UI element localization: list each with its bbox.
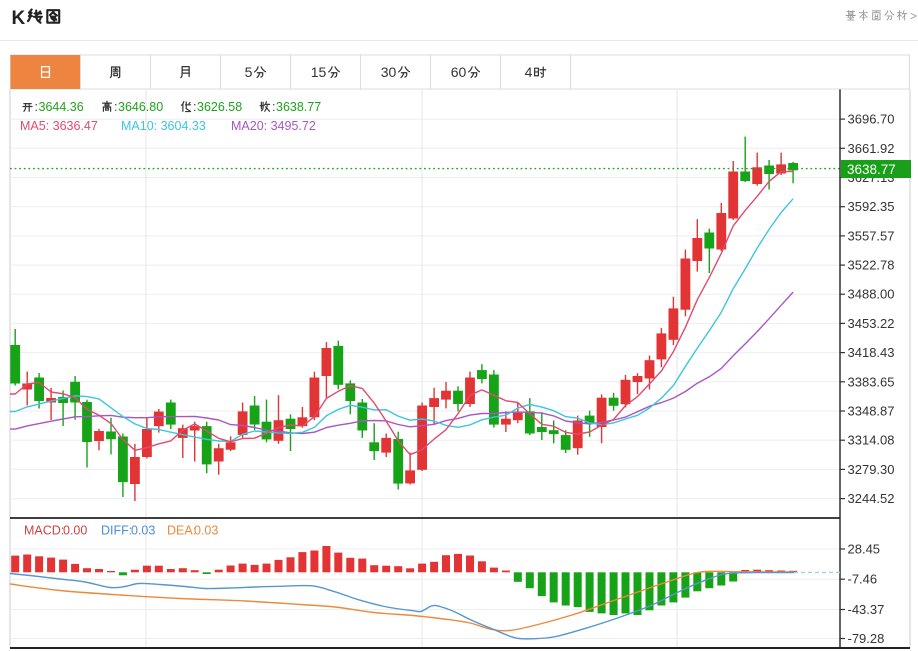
svg-text:0.00: 0.00 xyxy=(63,524,87,538)
svg-text:DIFF:: DIFF: xyxy=(101,524,132,538)
svg-text:3626.58: 3626.58 xyxy=(197,100,242,114)
svg-text:>: > xyxy=(910,9,917,23)
svg-text:3488.00: 3488.00 xyxy=(848,287,895,302)
svg-text:0.03: 0.03 xyxy=(194,524,218,538)
svg-text:3314.08: 3314.08 xyxy=(848,433,895,448)
svg-text:30: 30 xyxy=(381,64,397,80)
svg-text:K: K xyxy=(12,8,26,29)
svg-text:DEA:: DEA: xyxy=(167,524,196,538)
svg-text:-43.37: -43.37 xyxy=(848,602,885,617)
svg-text:MACD:: MACD: xyxy=(24,524,64,538)
svg-text:3418.43: 3418.43 xyxy=(848,345,895,360)
svg-text:3348.87: 3348.87 xyxy=(848,404,895,419)
svg-text:3557.57: 3557.57 xyxy=(848,228,895,243)
svg-text:5: 5 xyxy=(245,64,253,80)
svg-text:0.03: 0.03 xyxy=(131,524,155,538)
svg-text:MA20: 3495.72: MA20: 3495.72 xyxy=(231,119,316,133)
svg-text:3453.22: 3453.22 xyxy=(848,316,895,331)
svg-text:3592.35: 3592.35 xyxy=(848,199,895,214)
svg-text:3279.30: 3279.30 xyxy=(848,462,895,477)
svg-text::: : xyxy=(272,100,275,114)
svg-text:3244.52: 3244.52 xyxy=(848,491,895,506)
svg-text:MA5: 3636.47: MA5: 3636.47 xyxy=(20,119,98,133)
svg-text:3522.78: 3522.78 xyxy=(848,258,895,273)
svg-text:3638.77: 3638.77 xyxy=(847,162,896,177)
svg-text::: : xyxy=(35,100,38,114)
svg-text:3638.77: 3638.77 xyxy=(276,100,321,114)
svg-text:-79.28: -79.28 xyxy=(848,631,885,646)
svg-text:3696.70: 3696.70 xyxy=(848,112,895,127)
svg-text:15: 15 xyxy=(311,64,327,80)
svg-text:4: 4 xyxy=(525,64,533,80)
svg-text:60: 60 xyxy=(451,64,467,80)
svg-text::: : xyxy=(114,100,117,114)
svg-text:28.45: 28.45 xyxy=(848,542,881,557)
svg-text:3661.92: 3661.92 xyxy=(848,141,895,156)
svg-text:3383.65: 3383.65 xyxy=(848,374,895,389)
svg-text:-7.46: -7.46 xyxy=(848,572,878,587)
svg-text::: : xyxy=(193,100,196,114)
svg-text:3646.80: 3646.80 xyxy=(118,100,163,114)
svg-text:3644.36: 3644.36 xyxy=(39,100,84,114)
svg-text:MA10: 3604.33: MA10: 3604.33 xyxy=(121,119,206,133)
